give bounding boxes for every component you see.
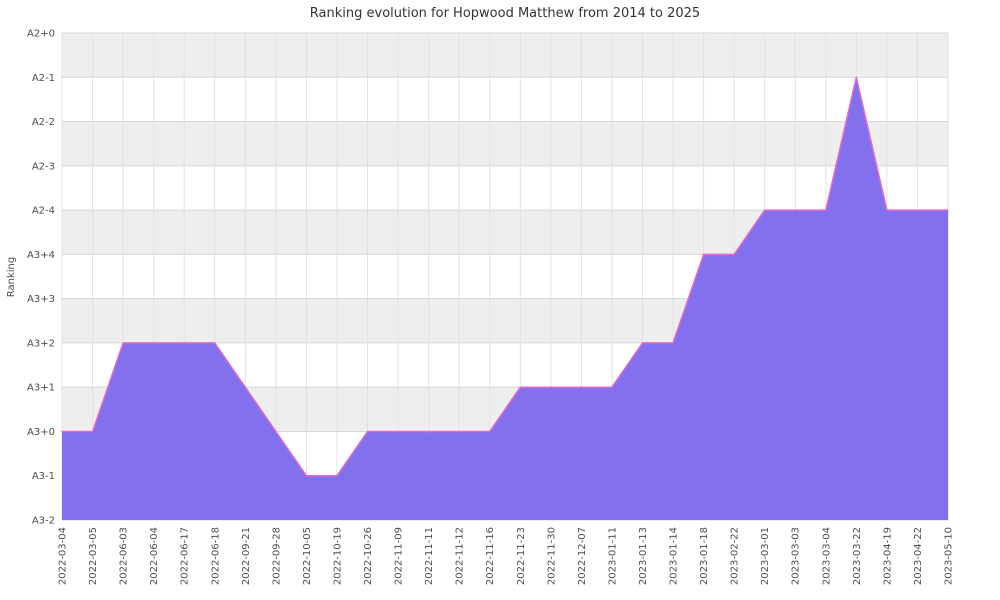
background-band <box>62 77 948 122</box>
x-axis-tick-labels: 2022-03-04 2022-03-05 2022-06-03 2022-06-04… <box>58 527 955 585</box>
background-band <box>62 121 948 166</box>
y-tick-label: A3+2 <box>27 338 55 349</box>
x-tick-label: 2022-03-04 <box>58 527 69 585</box>
x-tick-label: 2023-03-22 <box>852 527 863 585</box>
x-tick-label: 2023-03-03 <box>791 527 802 585</box>
x-tick-label: 2022-11-11 <box>424 527 435 585</box>
x-tick-label: 2022-11-12 <box>455 527 466 585</box>
x-tick-label: 2022-09-28 <box>271 527 282 585</box>
y-tick-label: A3+4 <box>27 250 55 261</box>
x-tick-label: 2023-05-10 <box>944 527 955 585</box>
y-tick-label: A2-3 <box>32 161 55 172</box>
y-tick-label: A3-1 <box>32 471 55 482</box>
y-tick-label: A2-4 <box>32 206 55 217</box>
x-tick-label: 2022-10-19 <box>333 527 344 585</box>
x-tick-label: 2023-01-13 <box>638 527 649 585</box>
x-tick-label: 2022-11-23 <box>516 527 527 585</box>
y-tick-label: A3-2 <box>32 516 55 527</box>
y-tick-label: A2-2 <box>32 117 55 128</box>
y-tick-label: A3+3 <box>27 294 55 305</box>
x-tick-label: 2022-06-04 <box>149 527 160 585</box>
x-tick-label: 2023-04-22 <box>913 527 924 585</box>
x-tick-label: 2022-06-18 <box>210 527 221 585</box>
x-tick-label: 2022-03-05 <box>88 527 99 585</box>
x-tick-label: 2023-02-22 <box>730 527 741 585</box>
x-tick-label: 2022-11-30 <box>546 527 557 585</box>
ranking-area-series <box>61 76 949 521</box>
y-tick-label: A3+0 <box>27 427 55 438</box>
x-tick-label: 2022-06-03 <box>119 527 130 585</box>
x-tick-label: 2023-04-19 <box>882 527 893 585</box>
background-band <box>62 33 948 78</box>
chart-title: Ranking evolution for Hopwood Matthew fr… <box>310 6 700 21</box>
y-axis-tick-labels: A3-2 A3-1 A3+0 A3+1 A3+2 A3+3 A3+4 A2-4 A2-3 A2-2… <box>27 29 55 527</box>
x-tick-label: 2022-09-21 <box>241 527 252 585</box>
ranking-area-fill <box>62 77 948 521</box>
x-tick-label: 2022-11-09 <box>394 527 405 585</box>
x-tick-label: 2022-10-26 <box>363 527 374 585</box>
x-tick-label: 2023-03-01 <box>760 527 771 585</box>
x-tick-label: 2022-10-05 <box>302 527 313 585</box>
x-tick-label: 2023-01-14 <box>669 527 680 585</box>
x-tick-label: 2022-12-07 <box>577 527 588 585</box>
y-tick-label: A2+0 <box>27 29 55 40</box>
x-tick-label: 2022-11-16 <box>485 527 496 585</box>
x-tick-label: 2023-01-11 <box>607 527 618 585</box>
x-tick-label: 2023-03-04 <box>821 527 832 585</box>
ranking-line <box>61 76 949 477</box>
y-tick-label: A2-1 <box>32 73 55 84</box>
y-tick-label: A3+1 <box>27 383 55 394</box>
x-tick-label: 2022-06-17 <box>180 527 191 585</box>
y-axis-label: Ranking <box>6 257 17 297</box>
background-band <box>62 165 948 211</box>
x-tick-label: 2023-01-18 <box>699 527 710 585</box>
